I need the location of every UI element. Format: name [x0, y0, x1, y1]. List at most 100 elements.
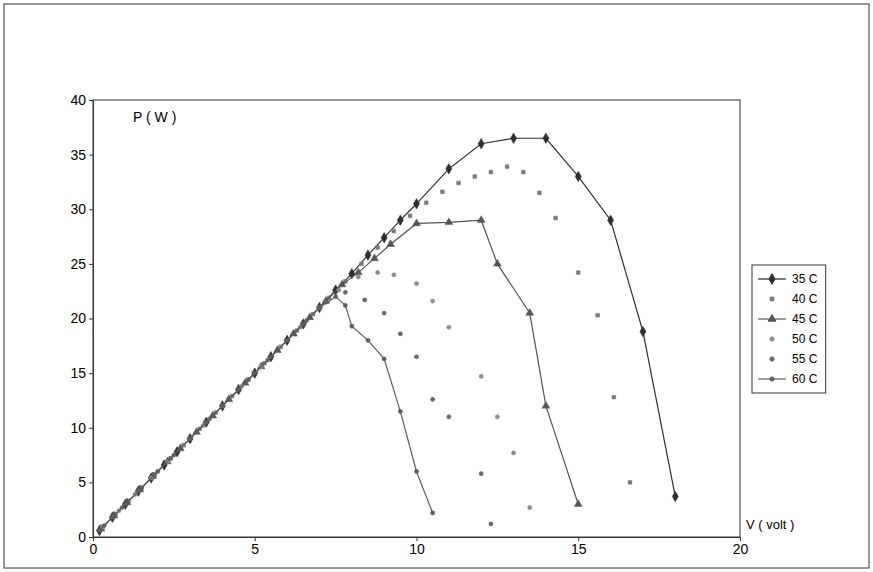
legend-box — [752, 265, 826, 393]
data-point — [376, 271, 380, 275]
data-point — [253, 371, 257, 375]
tick: 5 — [251, 537, 259, 557]
legend-marker — [770, 377, 774, 381]
data-point — [317, 305, 321, 309]
tick-label: 5 — [251, 541, 259, 557]
plot-area — [96, 133, 678, 536]
tick: 20 — [733, 537, 749, 557]
data-point — [343, 290, 347, 294]
tick: 30 — [70, 201, 93, 217]
tick-mark — [89, 373, 93, 374]
data-point — [285, 338, 289, 342]
legend-entry: 55 C — [770, 352, 818, 366]
data-point — [574, 500, 582, 507]
data-point — [392, 229, 396, 233]
data-point — [356, 275, 360, 279]
data-point — [424, 201, 428, 205]
data-point — [446, 164, 452, 175]
tick-label: 5 — [78, 474, 86, 490]
legend-marker — [769, 274, 775, 285]
series — [102, 290, 493, 527]
data-point — [511, 451, 515, 455]
data-point — [489, 170, 493, 174]
tick-mark — [89, 482, 93, 483]
legend-label: 35 C — [792, 272, 818, 286]
legend-entry: 35 C — [758, 272, 818, 286]
tick-label: 0 — [90, 541, 98, 557]
data-point — [376, 246, 380, 250]
data-point — [494, 259, 502, 266]
data-point — [156, 469, 160, 473]
data-point — [338, 280, 346, 287]
data-point — [489, 522, 493, 526]
tick: 15 — [70, 365, 93, 381]
data-point — [269, 355, 273, 359]
y-axis-title: P ( W ) — [133, 109, 176, 125]
chart-border — [4, 4, 869, 568]
tick: 5 — [78, 474, 93, 490]
data-point — [543, 133, 549, 144]
data-point — [477, 216, 485, 223]
tick: 0 — [90, 537, 98, 557]
tick-mark — [89, 155, 93, 156]
data-point — [252, 368, 258, 379]
legend-marker — [770, 297, 774, 301]
data-point — [381, 232, 387, 243]
data-point — [398, 332, 402, 336]
data-point — [285, 338, 289, 342]
data-point — [554, 216, 558, 220]
legend-label: 50 C — [792, 332, 818, 346]
data-point — [414, 281, 418, 285]
data-point — [284, 335, 290, 346]
data-point — [505, 165, 509, 169]
tick: 35 — [70, 147, 93, 163]
data-point — [511, 133, 517, 144]
data-point — [398, 409, 402, 413]
data-point — [317, 305, 321, 309]
tick-mark — [89, 264, 93, 265]
data-point — [392, 273, 396, 277]
tick-mark — [89, 100, 93, 101]
data-point — [204, 420, 208, 424]
tick: 10 — [70, 420, 93, 436]
data-point — [350, 324, 354, 328]
series-line — [99, 297, 432, 531]
tick-label: 10 — [70, 420, 86, 436]
series-line — [101, 220, 578, 529]
data-point — [408, 214, 412, 218]
data-point — [528, 505, 532, 509]
data-point — [382, 311, 386, 315]
data-point — [187, 433, 193, 444]
data-point — [397, 215, 403, 226]
data-point — [139, 486, 143, 490]
data-point — [354, 268, 362, 275]
data-point — [371, 254, 379, 261]
data-point — [172, 453, 176, 457]
data-point — [236, 387, 240, 391]
tick-label: 0 — [78, 529, 86, 545]
tick-label: 20 — [733, 541, 749, 557]
data-point — [431, 397, 435, 401]
tick-mark — [89, 319, 93, 320]
data-point — [473, 175, 477, 179]
tick-label: 15 — [571, 541, 587, 557]
legend-entry: 60 C — [758, 372, 818, 386]
data-point — [478, 138, 484, 149]
data-point — [219, 401, 225, 412]
data-point — [365, 250, 371, 261]
series — [101, 165, 632, 529]
legend-marker — [768, 315, 776, 322]
data-point — [382, 357, 386, 361]
x-axis: 05101520 — [90, 537, 749, 557]
tick-label: 25 — [70, 256, 86, 272]
data-point — [479, 374, 483, 378]
tick-label: 35 — [70, 147, 86, 163]
data-point — [360, 262, 364, 266]
data-point — [628, 481, 632, 485]
data-point — [334, 295, 338, 299]
legend-label: 60 C — [792, 372, 818, 386]
plot-frame — [93, 100, 740, 537]
data-point — [220, 404, 224, 408]
data-point — [431, 511, 435, 515]
data-point — [123, 502, 127, 506]
